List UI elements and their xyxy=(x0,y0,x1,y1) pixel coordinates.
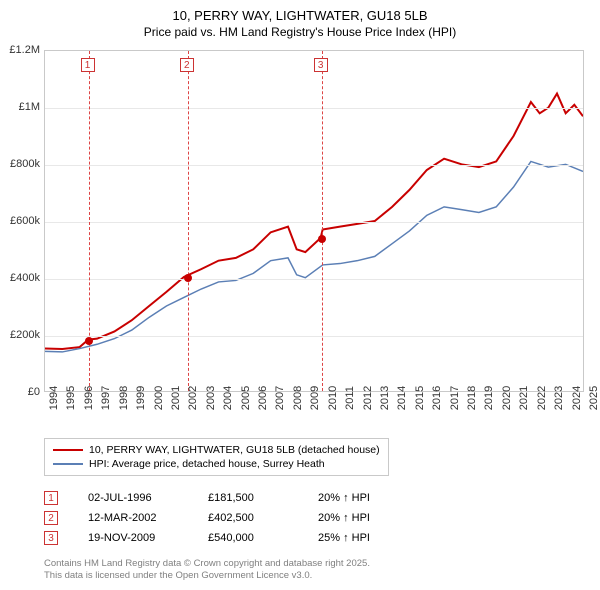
sale-row-price: £540,000 xyxy=(208,532,318,544)
legend-item: HPI: Average price, detached house, Surr… xyxy=(53,457,380,471)
xtick-label: 2003 xyxy=(205,386,217,410)
xtick-label: 2012 xyxy=(362,386,374,410)
sale-row-price: £181,500 xyxy=(208,492,318,504)
legend-swatch xyxy=(53,449,83,451)
xtick-label: 2013 xyxy=(379,386,391,410)
xtick-label: 2021 xyxy=(518,386,530,410)
xtick-label: 2016 xyxy=(431,386,443,410)
footer-attribution: Contains HM Land Registry data © Crown c… xyxy=(44,558,370,582)
gridline-h xyxy=(45,279,583,280)
xtick-label: 2020 xyxy=(501,386,513,410)
xtick-label: 2015 xyxy=(414,386,426,410)
ytick-label: £600k xyxy=(10,215,40,227)
sale-marker-box: 2 xyxy=(180,58,194,72)
chart-subtitle: Price paid vs. HM Land Registry's House … xyxy=(0,23,600,39)
legend-box: 10, PERRY WAY, LIGHTWATER, GU18 5LB (det… xyxy=(44,438,389,476)
xtick-label: 2009 xyxy=(309,386,321,410)
ytick-label: £0 xyxy=(28,386,40,398)
sale-row-date: 19-NOV-2009 xyxy=(88,532,208,544)
sale-vline xyxy=(188,51,189,391)
xtick-label: 2002 xyxy=(187,386,199,410)
sale-vline xyxy=(322,51,323,391)
ytick-label: £400k xyxy=(10,272,40,284)
legend-label: 10, PERRY WAY, LIGHTWATER, GU18 5LB (det… xyxy=(89,444,380,456)
xtick-label: 2008 xyxy=(292,386,304,410)
gridline-h xyxy=(45,336,583,337)
xtick-label: 2007 xyxy=(274,386,286,410)
ytick-label: £1M xyxy=(19,101,40,113)
xtick-label: 2019 xyxy=(483,386,495,410)
xtick-label: 2005 xyxy=(240,386,252,410)
legend-swatch xyxy=(53,463,83,465)
chart-title: 10, PERRY WAY, LIGHTWATER, GU18 5LB xyxy=(0,0,600,23)
legend-item: 10, PERRY WAY, LIGHTWATER, GU18 5LB (det… xyxy=(53,443,380,457)
sale-row-box: 1 xyxy=(44,491,58,505)
xtick-label: 2014 xyxy=(396,386,408,410)
chart-lines-svg xyxy=(45,51,583,391)
gridline-h xyxy=(45,108,583,109)
footer-line-2: This data is licensed under the Open Gov… xyxy=(44,570,370,582)
sale-row-price: £402,500 xyxy=(208,512,318,524)
sale-marker-box: 1 xyxy=(81,58,95,72)
xtick-label: 2018 xyxy=(466,386,478,410)
xtick-label: 2022 xyxy=(536,386,548,410)
xtick-label: 1998 xyxy=(118,386,130,410)
xtick-label: 1996 xyxy=(83,386,95,410)
gridline-h xyxy=(45,165,583,166)
sale-row-diff: 20% ↑ HPI xyxy=(318,512,418,524)
sale-row-date: 12-MAR-2002 xyxy=(88,512,208,524)
xtick-label: 1995 xyxy=(65,386,77,410)
sale-marker-dot xyxy=(184,274,192,282)
gridline-h xyxy=(45,222,583,223)
sale-row: 2 12-MAR-2002£402,50020% ↑ HPI xyxy=(44,508,418,528)
xtick-label: 2024 xyxy=(571,386,583,410)
xtick-label: 1997 xyxy=(100,386,112,410)
xtick-label: 2010 xyxy=(327,386,339,410)
sales-table: 1 02-JUL-1996£181,50020% ↑ HPI 2 12-MAR-200… xyxy=(44,488,418,548)
xtick-label: 1999 xyxy=(135,386,147,410)
sale-row-date: 02-JUL-1996 xyxy=(88,492,208,504)
sale-row-box: 2 xyxy=(44,511,58,525)
legend-label: HPI: Average price, detached house, Surr… xyxy=(89,458,325,470)
ytick-label: £200k xyxy=(10,329,40,341)
xtick-label: 2011 xyxy=(344,386,356,410)
xtick-label: 2017 xyxy=(449,386,461,410)
sale-row: 1 02-JUL-1996£181,50020% ↑ HPI xyxy=(44,488,418,508)
sale-marker-box: 3 xyxy=(314,58,328,72)
footer-line-1: Contains HM Land Registry data © Crown c… xyxy=(44,558,370,570)
xtick-label: 2025 xyxy=(588,386,600,410)
xtick-label: 2001 xyxy=(170,386,182,410)
sale-row-diff: 25% ↑ HPI xyxy=(318,532,418,544)
sale-row-diff: 20% ↑ HPI xyxy=(318,492,418,504)
chart-plot-area xyxy=(44,50,584,392)
ytick-label: £800k xyxy=(10,158,40,170)
ytick-label: £1.2M xyxy=(9,44,40,56)
sale-marker-dot xyxy=(85,337,93,345)
sale-row: 3 19-NOV-2009£540,00025% ↑ HPI xyxy=(44,528,418,548)
xtick-label: 2023 xyxy=(553,386,565,410)
sale-marker-dot xyxy=(318,235,326,243)
xtick-label: 2006 xyxy=(257,386,269,410)
xtick-label: 2000 xyxy=(153,386,165,410)
sale-row-box: 3 xyxy=(44,531,58,545)
xtick-label: 1994 xyxy=(48,386,60,410)
xtick-label: 2004 xyxy=(222,386,234,410)
